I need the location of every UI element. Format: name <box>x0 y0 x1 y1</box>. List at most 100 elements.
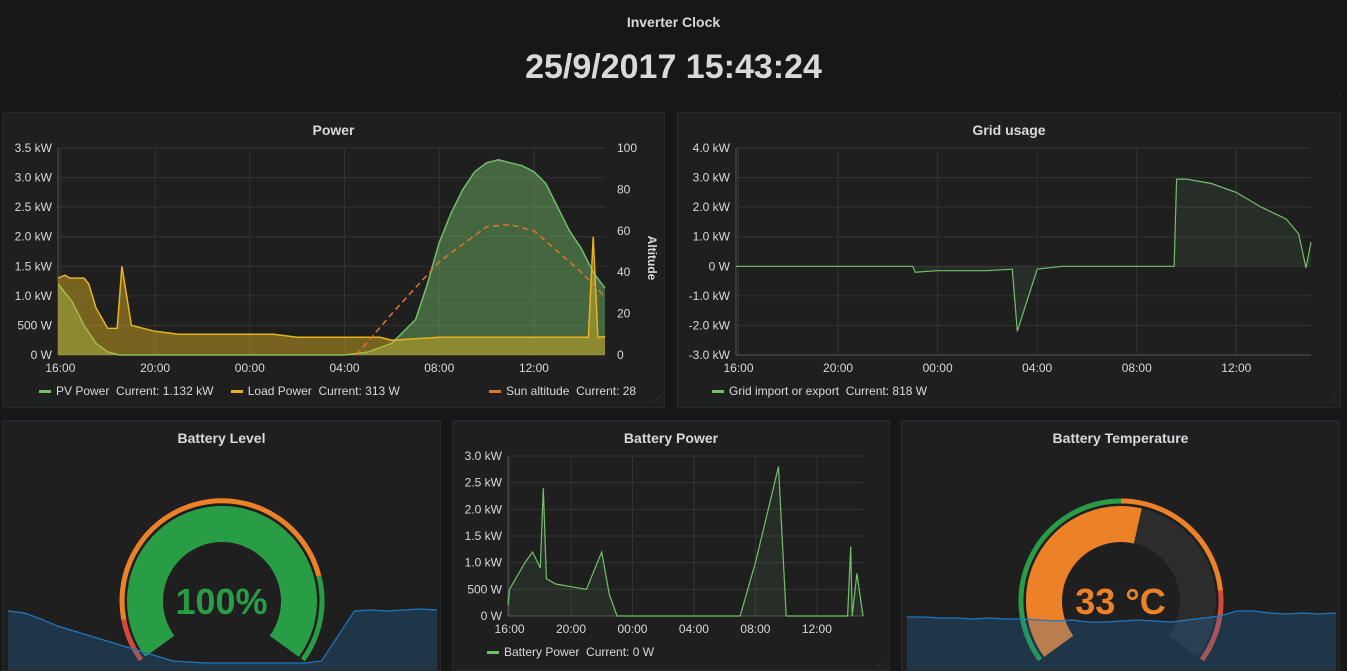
y2-axis-label: Altitude <box>645 236 659 281</box>
y-tick-label: 1.0 kW <box>693 230 731 244</box>
panel-title[interactable]: Battery Power <box>623 430 719 446</box>
battery-temp-gauge <box>907 498 1337 670</box>
sparkline-line <box>7 608 438 664</box>
x-tick-label: 12:00 <box>519 361 549 375</box>
x-tick-label: 16:00 <box>45 361 75 375</box>
gauge-value-arc <box>127 506 317 657</box>
y-tick-label: 2.0 kW <box>15 230 53 244</box>
battery-power-panel: Battery Power 0 W 500 W 1.0 kW 1.5 kW 2.0 kW… <box>452 420 890 671</box>
y-tick-label: 1.5 kW <box>15 259 53 273</box>
clock-value: 25/9/2017 15:43:24 <box>525 48 822 86</box>
battery-power-chart: 0 W 500 W 1.0 kW 1.5 kW 2.0 kW 2.5 kW 3.0 kW 16… <box>465 449 864 636</box>
legend-item-load[interactable]: Load Power Current: 313 W <box>230 384 400 398</box>
y-tick-label: 500 W <box>17 318 52 332</box>
gauge-threshold-green <box>1018 498 1122 662</box>
y-tick-label: 2.0 kW <box>693 200 731 214</box>
series-line <box>736 178 1312 332</box>
load-swatch-icon <box>230 390 243 394</box>
panel-title[interactable]: Battery Level <box>177 430 266 446</box>
grid-chart: -3.0 kW -2.0 kW -1.0 kW 0 W 1.0 kW 2.0 kW 3.0 … <box>689 141 1312 375</box>
power-panel: Power 0 W 500 W 1.0 kW 1.5 kW 2.0 kW 2.5 kW 3.… <box>2 112 665 408</box>
resize-handle-icon[interactable]: ⋰ <box>1333 93 1341 102</box>
y-tick-label: 4.0 kW <box>693 141 731 155</box>
battery-level-gauge <box>7 498 438 670</box>
power-legend: PV Power Current: 1.132 kW Load Power Cu… <box>39 384 414 398</box>
panel-title[interactable]: Battery Temperature <box>1052 430 1189 446</box>
y-tick-label: 0 W <box>481 609 503 623</box>
y2-tick-label: 60 <box>617 224 631 238</box>
x-tick-label: 20:00 <box>556 622 586 636</box>
power-chart: 0 W 500 W 1.0 kW 1.5 kW 2.0 kW 2.5 kW 3.0 kW 3.… <box>15 141 659 375</box>
y-tick-label: 2.5 kW <box>465 476 503 490</box>
resize-handle-icon[interactable]: ⋰ <box>878 658 886 667</box>
battery-swatch-icon <box>487 651 499 655</box>
x-tick-label: 04:00 <box>1022 361 1052 375</box>
power-legend-right: Sun altitude Current: 28 <box>489 384 650 398</box>
sparkline-area <box>907 611 1336 670</box>
sun-swatch-icon <box>489 390 501 394</box>
y2-tick-label: 40 <box>617 265 631 279</box>
y-tick-label: 3.5 kW <box>15 141 53 155</box>
series-line-1 <box>57 236 606 341</box>
gauge-value-arc <box>1026 506 1142 657</box>
y-tick-label: 0 W <box>31 348 53 362</box>
y-tick-label: 3.0 kW <box>693 171 731 185</box>
y2-tick-label: 0 <box>617 348 624 362</box>
x-tick-label: 08:00 <box>424 361 454 375</box>
gauge-threshold-red <box>1199 590 1224 662</box>
battery-level-value: 100% <box>175 581 268 622</box>
x-tick-label: 04:00 <box>330 361 360 375</box>
resize-handle-icon[interactable]: ⋰ <box>1328 658 1336 667</box>
gauge-threshold-orange <box>119 498 322 621</box>
sparkline-line <box>907 610 1337 623</box>
y-tick-label: 2.0 kW <box>465 502 503 516</box>
series-line-0 <box>57 159 606 356</box>
sparkline-area <box>8 609 437 670</box>
y-tick-label: 3.0 kW <box>15 171 53 185</box>
legend-item-sun[interactable]: Sun altitude Current: 28 <box>489 384 636 398</box>
legend-item-pv[interactable]: PV Power Current: 1.132 kW <box>39 384 213 398</box>
x-tick-label: 00:00 <box>235 361 265 375</box>
series-area-1 <box>58 236 605 355</box>
y-tick-label: 0 W <box>709 259 731 273</box>
clock-title: Inverter Clock <box>626 14 721 30</box>
x-tick-label: 00:00 <box>617 622 647 636</box>
gauge-threshold-red <box>121 619 144 662</box>
series-area <box>508 466 863 616</box>
legend-item-battery[interactable]: Battery Power Current: 0 W <box>487 645 654 659</box>
resize-handle-icon[interactable]: ⋰ <box>653 395 661 404</box>
series-line <box>507 466 864 617</box>
x-tick-label: 20:00 <box>140 361 170 375</box>
y-tick-label: 1.0 kW <box>465 556 503 570</box>
series-area <box>736 179 1311 332</box>
x-tick-label: 00:00 <box>923 361 953 375</box>
y2-tick-label: 100 <box>617 141 637 155</box>
x-tick-label: 16:00 <box>495 622 525 636</box>
x-tick-label: 08:00 <box>1122 361 1152 375</box>
x-tick-label: 08:00 <box>740 622 770 636</box>
panel-title[interactable]: Power <box>312 122 355 138</box>
y-tick-label: 1.0 kW <box>15 289 53 303</box>
y2-tick-label: 20 <box>617 307 631 321</box>
y-tick-label: -3.0 kW <box>689 348 731 362</box>
resize-handle-icon[interactable]: ⋰ <box>1329 395 1337 404</box>
y-tick-label: -2.0 kW <box>689 318 731 332</box>
battery-level-panel: Battery Level 100% ⋰ <box>2 420 441 671</box>
x-tick-label: 16:00 <box>723 361 753 375</box>
y-tick-label: -1.0 kW <box>689 289 731 303</box>
gauge-threshold-green <box>300 575 325 662</box>
grid-legend: Grid import or export Current: 818 W <box>712 384 941 398</box>
x-tick-label: 20:00 <box>823 361 853 375</box>
y-tick-label: 3.0 kW <box>465 449 503 463</box>
pv-swatch-icon <box>39 390 51 394</box>
legend-item-grid[interactable]: Grid import or export Current: 818 W <box>712 384 927 398</box>
grid-panel: Grid usage -3.0 kW -2.0 kW -1.0 kW 0 W 1.0 k… <box>677 112 1341 408</box>
panel-title[interactable]: Grid usage <box>972 122 1046 138</box>
x-tick-label: 12:00 <box>1221 361 1251 375</box>
x-tick-label: 04:00 <box>679 622 709 636</box>
series-line-sun <box>355 223 606 356</box>
resize-handle-icon[interactable]: ⋰ <box>429 658 437 667</box>
y2-tick-label: 80 <box>617 182 631 196</box>
series-area-0 <box>58 159 605 355</box>
y-tick-label: 500 W <box>467 582 502 596</box>
